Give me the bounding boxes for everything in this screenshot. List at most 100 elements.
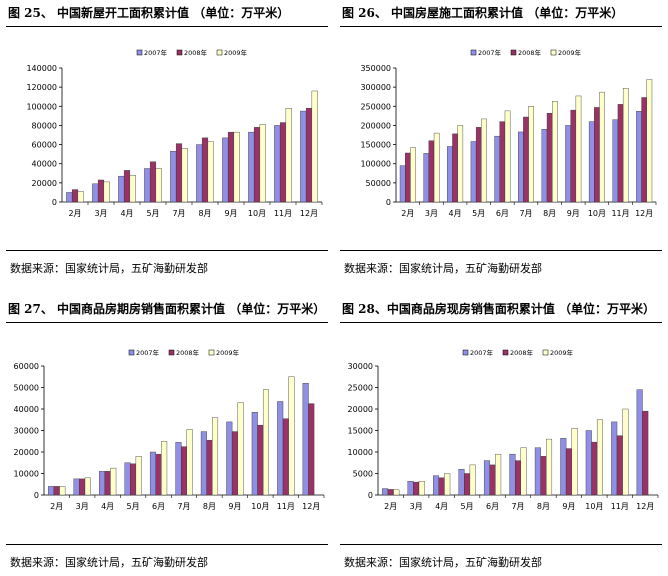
bar-2-5 [520, 447, 527, 496]
bar-0-2 [447, 146, 453, 203]
bar-2-1 [433, 132, 440, 203]
bar-2-8 [285, 107, 292, 203]
bar-1-6 [206, 439, 213, 496]
bar-2-4 [181, 148, 188, 203]
x-tick-label: 6月 [486, 502, 499, 511]
x-tick-label: 12月 [636, 502, 654, 511]
y-tick-label: 60000 [14, 362, 39, 371]
bar-0-9 [611, 421, 618, 496]
bar-0-2 [99, 471, 106, 496]
x-tick-label: 3月 [94, 209, 107, 218]
bar-0-0 [66, 192, 73, 203]
bar-0-6 [222, 137, 229, 203]
y-tick-label: 0 [34, 491, 39, 500]
x-tick-label: 12月 [300, 209, 318, 218]
x-tick-label: 11月 [274, 209, 292, 218]
x-tick-label: 9月 [228, 502, 241, 511]
x-tick-label: 2月 [384, 502, 397, 511]
bar-0-2 [433, 475, 440, 496]
legend-swatch-0 [470, 49, 477, 56]
legend-label-1: 2008年 [518, 48, 542, 57]
x-tick-label: 2月 [50, 502, 63, 511]
y-tick-label: 200000 [360, 121, 391, 130]
bar-2-3 [135, 456, 142, 496]
y-tick-label: 250000 [360, 102, 391, 111]
bar-0-5 [509, 453, 516, 496]
bar-1-5 [514, 460, 521, 496]
bar-0-4 [149, 451, 156, 496]
bar-1-0 [53, 486, 60, 496]
footer-rule [340, 250, 662, 251]
legend-label-1: 2008年 [510, 348, 534, 357]
y-tick-label: 25000 [348, 384, 373, 393]
bar-0-0 [48, 486, 55, 496]
bar-2-4 [504, 110, 511, 203]
x-tick-label: 8月 [537, 502, 550, 511]
legend-swatch-2 [208, 349, 215, 356]
bar-0-5 [196, 144, 203, 203]
bar-1-9 [617, 104, 624, 203]
bar-2-7 [571, 428, 578, 496]
x-tick-label: 12月 [302, 502, 320, 511]
legend-label-2: 2009年 [216, 348, 240, 357]
bar-2-7 [237, 402, 244, 496]
legend-swatch-0 [128, 349, 135, 356]
bar-1-8 [257, 424, 264, 496]
bar-1-9 [616, 435, 623, 496]
y-tick-label: 60000 [32, 141, 57, 150]
bar-0-10 [636, 389, 643, 496]
bar-1-4 [155, 453, 162, 496]
bar-1-9 [282, 418, 289, 496]
chart-title: 图 27、 中国商品房期房销售面积累计值 （单位：万平米） [8, 302, 326, 316]
y-tick-label: 140000 [26, 64, 57, 73]
x-tick-label: 4月 [435, 502, 448, 511]
bar-1-0 [405, 152, 411, 203]
bar-0-8 [251, 412, 258, 496]
bar-0-1 [407, 481, 414, 496]
x-tick-label: 12月 [635, 209, 653, 218]
chart-title: 图 26、 中国房屋施工面积累计值 （单位：万平米） [342, 6, 624, 20]
x-tick-label: 11月 [611, 209, 629, 218]
chart-title: 图 25、 中国新屋开工面积累计值 （单位：万平米） [8, 6, 290, 20]
x-tick-label: 6月 [152, 502, 165, 511]
y-tick-label: 10000 [348, 448, 373, 457]
y-tick-label: 0 [386, 198, 391, 207]
title-underline [6, 322, 328, 323]
data-source: 数据来源：国家统计局，五矿海勤研发部 [344, 262, 542, 275]
legend-label-1: 2008年 [184, 48, 208, 57]
y-tick-label: 150000 [360, 141, 391, 150]
x-tick-label: 7月 [172, 209, 185, 218]
bar-0-1 [73, 478, 80, 496]
legend-swatch-1 [510, 49, 517, 56]
bar-1-7 [565, 448, 572, 496]
y-tick-label: 350000 [360, 64, 391, 73]
legend-label-2: 2009年 [558, 48, 582, 57]
x-tick-label: 11月 [277, 502, 295, 511]
bar-0-8 [585, 430, 592, 496]
legend-label-2: 2009年 [550, 348, 574, 357]
bar-2-2 [110, 467, 117, 496]
bar-2-5 [186, 429, 193, 496]
y-tick-label: 300000 [360, 83, 391, 92]
bar-2-0 [77, 191, 84, 203]
bar-2-6 [546, 438, 553, 496]
bar-2-1 [103, 181, 110, 203]
bar-2-0 [410, 147, 416, 203]
bar-1-6 [546, 112, 553, 203]
bar-2-8 [262, 389, 269, 496]
bar-0-1 [92, 183, 99, 203]
bar-2-10 [646, 79, 653, 203]
chart-title: 图 28、中国商品房现房销售面积累计值 （单位：万平米） [342, 302, 656, 316]
bar-1-4 [175, 143, 183, 203]
legend-label-0: 2007年 [144, 48, 168, 57]
bar-1-2 [452, 133, 458, 203]
bar-2-7 [575, 95, 582, 203]
y-tick-label: 10000 [14, 470, 39, 479]
x-tick-label: 9月 [567, 209, 580, 218]
y-tick-label: 80000 [32, 121, 57, 130]
legend-swatch-2 [550, 49, 557, 56]
bar-0-3 [144, 168, 151, 203]
bar-1-0 [387, 489, 394, 496]
y-tick-label: 100000 [26, 102, 57, 111]
x-tick-label: 5月 [146, 209, 159, 218]
